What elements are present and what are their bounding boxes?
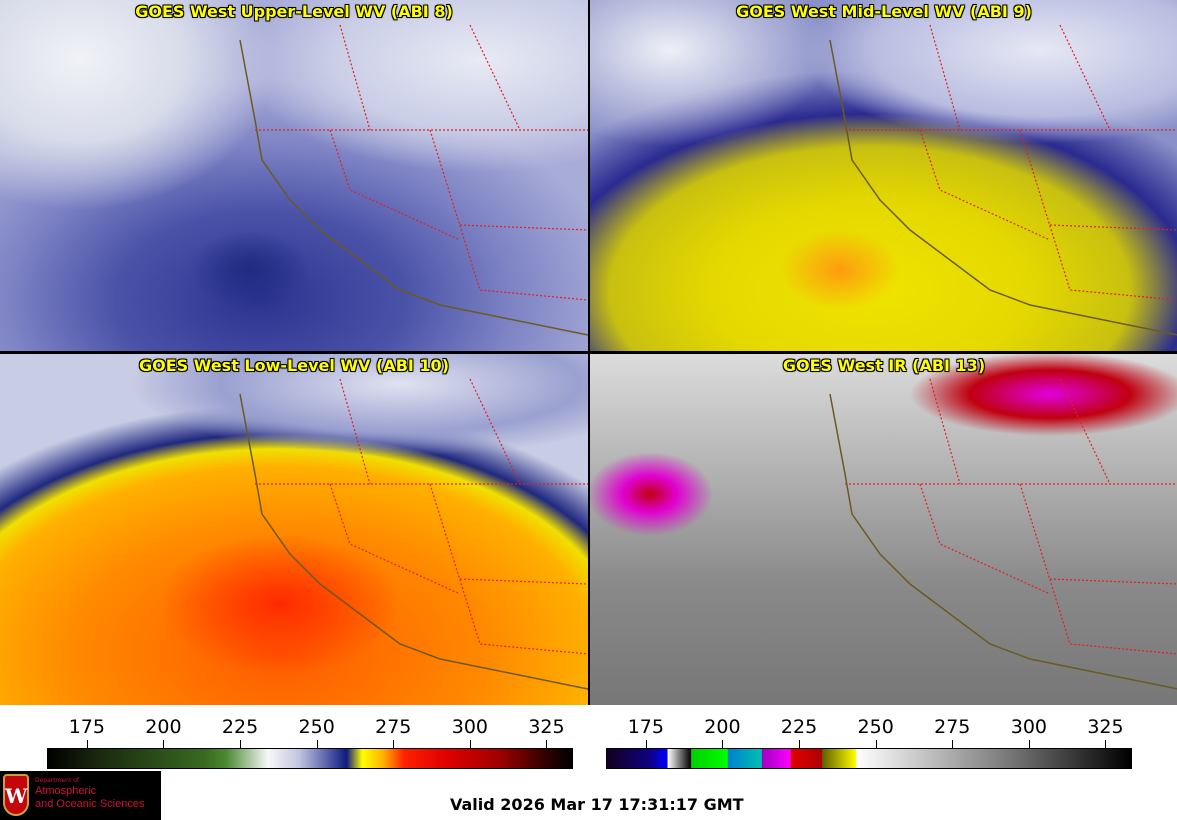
state-borders [255,24,588,301]
colorbar-tick-label: 325 [528,716,565,738]
colorbar-water-vapor [47,748,573,769]
colorbar-tick [86,740,88,748]
panel-low-level-wv: GOES West Low-Level WV (ABI 10) [0,354,588,705]
colorbar-tick-label: 175 [627,716,664,738]
colorbar-tick-label: 225 [780,716,818,738]
colorbar-tick-label: 300 [1010,716,1047,738]
panel-title: GOES West Low-Level WV (ABI 10) [138,356,449,375]
colorbar-tick [799,740,801,748]
state-borders [255,378,588,655]
panel-ir: GOES West IR (ABI 13) [590,354,1177,705]
colorbar-infrared [606,748,1132,769]
colorbar-tick [1028,740,1030,748]
colorbar-tick-label: 200 [145,716,182,738]
colorbar-tick [1105,740,1107,748]
panel-divider-horizontal [0,351,1177,354]
coastline [829,39,1177,336]
colorbar-tick [645,740,647,748]
logo-line2: and Oceanic Sciences [35,798,145,810]
coastline [239,393,588,690]
colorbar-tick-label: 175 [68,716,105,738]
colorbar-tick-label: 200 [704,716,741,738]
panel-upper-level-wv: GOES West Upper-Level WV (ABI 8) [0,0,588,351]
colorbar-tick-label: 225 [221,716,259,738]
colorbar-tick [316,740,318,748]
state-borders [845,378,1177,655]
panel-title: GOES West IR (ABI 13) [782,356,986,375]
logo-department: Department of [35,777,79,784]
colorbar-tick-label: 300 [451,716,488,738]
panel-title: GOES West Upper-Level WV (ABI 8) [135,2,453,21]
aos-logo: W Department of Atmospheric and Oceanic … [0,771,161,820]
colorbar-tick [722,740,724,748]
coastline [239,39,588,336]
state-borders [845,24,1177,301]
map-overlay [829,378,1177,690]
panel-title: GOES West Mid-Level WV (ABI 9) [736,2,1032,21]
colorbar-tick [469,740,471,748]
map-overlay [239,378,588,690]
colorbar-tick-label: 275 [375,716,412,738]
map-overlay [239,24,588,336]
panel-mid-level-wv: GOES West Mid-Level WV (ABI 9) [590,0,1177,351]
valid-time: Valid 2026 Mar 17 17:31:17 GMT [450,795,744,814]
colorbar-tick-label: 250 [857,716,894,738]
colorbar-tick-label: 275 [934,716,971,738]
colorbar-tick-label: 250 [298,716,335,738]
colorbar-tick [546,740,548,748]
map-overlay [829,24,1177,336]
colorbar-tick [875,740,877,748]
colorbar-tick [163,740,165,748]
logo-line1: Atmospheric [35,785,97,797]
colorbar-tick [393,740,395,748]
colorbar-tick [952,740,954,748]
coastline [829,393,1177,690]
colorbar-tick [240,740,242,748]
uw-shield-icon: W [3,774,29,816]
colorbar-tick-label: 325 [1087,716,1124,738]
